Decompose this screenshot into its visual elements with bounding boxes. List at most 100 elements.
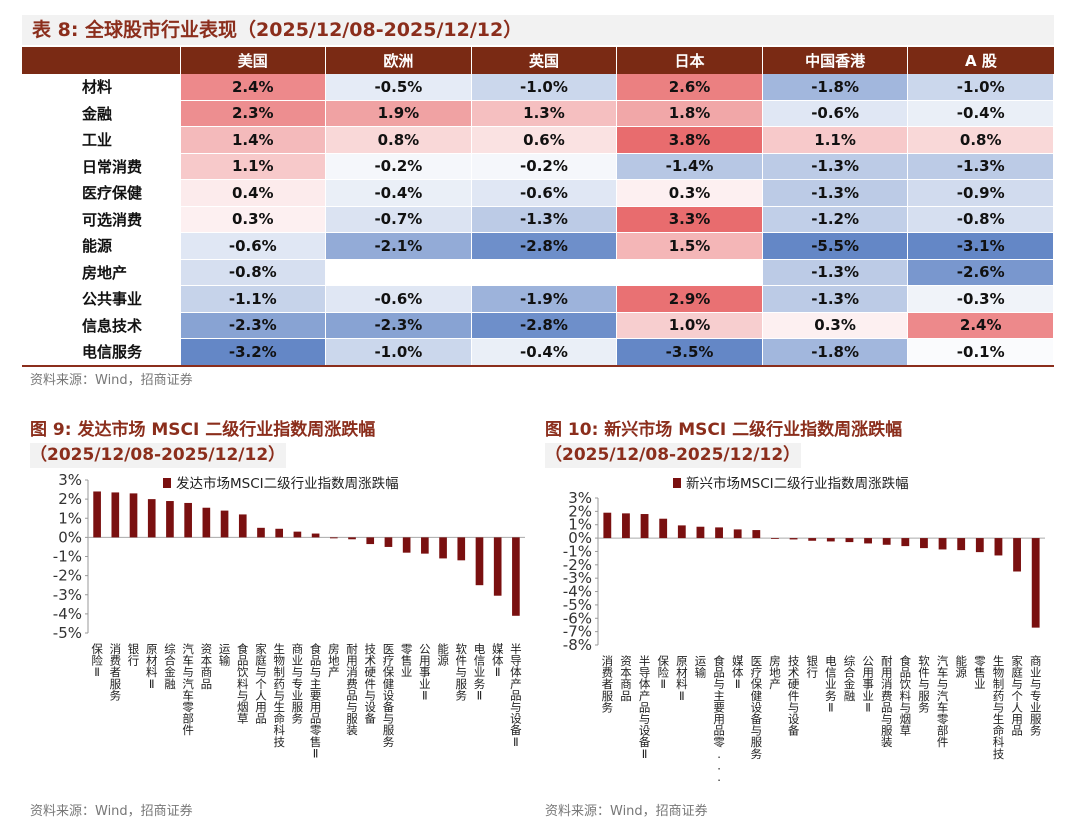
corner-header <box>22 47 181 74</box>
x-tick-label: 房地产 <box>328 642 340 679</box>
bar <box>493 537 502 596</box>
y-tick-label: -3% <box>53 586 82 604</box>
y-tick-label: -7% <box>563 623 592 641</box>
x-tick-char: 用 <box>1011 712 1023 726</box>
table-cell: -1.3% <box>762 179 909 207</box>
table-cell: -2.8% <box>471 312 618 339</box>
x-tick-char: 与 <box>993 700 1005 714</box>
x-tick-char: 务 <box>110 688 122 702</box>
bar <box>457 537 466 561</box>
x-tick-char: 本 <box>620 666 632 680</box>
x-tick-char: 务 <box>918 700 930 714</box>
x-tick-char: 导 <box>639 666 651 680</box>
x-tick-label: 房地产 <box>769 654 781 691</box>
table-cell: 0.8% <box>325 126 472 154</box>
x-tick-char: 与 <box>456 665 468 679</box>
x-tick-char: 饮 <box>900 677 912 691</box>
bar <box>238 514 247 538</box>
x-tick-char: 料 <box>146 665 158 679</box>
bar <box>696 526 705 539</box>
x-tick-char: 备 <box>510 723 522 737</box>
x-tick-label: 食品与主要用品零... <box>713 654 725 784</box>
table-cell: -5.5% <box>762 232 909 260</box>
x-tick-char: 品 <box>310 654 322 668</box>
x-tick-char: 健 <box>751 689 763 703</box>
x-tick-char: 医 <box>383 642 395 656</box>
x-tick-char: Ⅱ <box>149 677 155 691</box>
x-tick-char: 与 <box>788 700 800 714</box>
y-tick-label: 2% <box>58 490 82 508</box>
table-cell: -1.3% <box>907 153 1054 180</box>
bar <box>677 525 686 539</box>
y-tick-label: 1% <box>568 516 592 534</box>
x-tick-char: Ⅱ <box>422 688 428 702</box>
x-tick-char: 银 <box>128 642 140 656</box>
x-tick-label: 医疗保健设备与服务 <box>383 642 395 749</box>
x-tick-char: 售 <box>974 666 986 680</box>
x-tick-char: 体 <box>639 677 651 691</box>
x-tick-label: 零售业 <box>401 642 413 679</box>
x-tick-char: 费 <box>110 654 122 668</box>
y-tick-label: 1% <box>58 509 82 527</box>
fig9-title-line1: 图 9: 发达市场 MSCI 二级行业指数周涨跌幅 <box>30 420 376 440</box>
x-tick-label: 电信业务 Ⅱ <box>474 642 486 702</box>
x-tick-char: 消 <box>602 654 614 668</box>
x-tick-char: 媒 <box>732 654 744 668</box>
x-tick-char: 品 <box>201 677 213 691</box>
x-tick-char: 事 <box>862 677 874 691</box>
x-tick-char: 务 <box>456 688 468 702</box>
x-tick-label: 保险 Ⅱ <box>91 642 103 679</box>
x-tick-char: 家 <box>255 642 267 656</box>
x-tick-char: 材 <box>146 654 158 668</box>
x-tick-label: 消费者服务 <box>110 642 122 702</box>
x-tick-label: 保险 Ⅱ <box>657 654 669 691</box>
bar <box>439 537 447 559</box>
x-tick-char: 服 <box>292 700 304 714</box>
x-tick-char: 地 <box>328 654 340 668</box>
x-tick-label: 食品饮料与烟草 <box>900 654 912 738</box>
x-tick-char: 与 <box>881 712 893 726</box>
x-tick-char: Ⅱ <box>828 700 834 714</box>
x-tick-char: 与 <box>364 688 376 702</box>
x-tick-label: 技术硬件与设备 <box>788 654 800 738</box>
x-tick-char: 与 <box>292 665 304 679</box>
x-tick-char: 材 <box>676 666 688 680</box>
x-tick-char: 者 <box>602 677 614 691</box>
x-tick-char: 与 <box>237 688 249 702</box>
x-tick-char: 保 <box>91 642 103 656</box>
x-tick-char: 个 <box>255 677 267 691</box>
x-tick-char: 设 <box>788 712 800 726</box>
x-tick-char: 品 <box>346 688 358 702</box>
x-tick-char: 服 <box>456 677 468 691</box>
x-tick-label: 媒体 Ⅱ <box>492 642 504 679</box>
x-tick-char: 生 <box>273 642 285 656</box>
table-cell: -1.4% <box>616 153 763 180</box>
bar <box>257 527 265 538</box>
bar <box>384 537 393 547</box>
x-tick-char: Ⅱ <box>679 689 685 703</box>
x-tick-char: 金 <box>164 665 176 679</box>
bar <box>129 493 138 538</box>
x-tick-char: 售 <box>310 735 322 749</box>
table-cell: 1.0% <box>616 312 763 339</box>
x-tick-char: 用 <box>310 700 322 714</box>
x-tick-char: 部 <box>937 724 949 738</box>
x-tick-char: 行 <box>128 654 140 668</box>
x-tick-char: 命 <box>993 724 1005 738</box>
y-tick-label: -5% <box>53 624 82 642</box>
x-tick-label: 软件与服务 <box>456 642 468 702</box>
x-tick-char: 软 <box>918 654 930 668</box>
x-tick-char: 件 <box>918 666 930 680</box>
bar <box>975 538 984 553</box>
x-tick-char: 个 <box>1011 689 1023 703</box>
x-tick-char: 主 <box>713 689 725 703</box>
x-tick-char: Ⅱ <box>513 735 519 749</box>
x-tick-char: 房 <box>328 642 340 656</box>
x-tick-char: 费 <box>881 689 893 703</box>
x-tick-char: 产 <box>328 665 340 679</box>
bar <box>184 502 192 538</box>
bar <box>475 537 484 586</box>
x-tick-char: 服 <box>346 712 358 726</box>
x-tick-char: 与 <box>182 665 194 679</box>
table-cell: -1.0% <box>907 74 1054 101</box>
